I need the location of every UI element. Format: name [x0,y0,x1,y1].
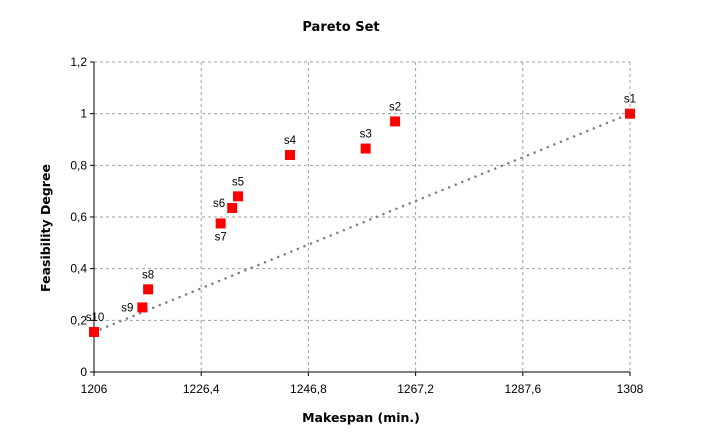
point-s5 [232,191,243,202]
point-label-s9: s9 [121,302,133,314]
point-label-s2: s2 [389,101,401,113]
x-tick-label: 1287,6 [504,382,541,396]
point-label-s4: s4 [284,135,297,147]
point-s3 [360,143,371,154]
point-label-s7: s7 [215,231,227,243]
point-label-s6: s6 [213,198,225,210]
y-axis-title: Feasibility Degree [38,164,53,292]
axes [90,61,631,376]
y-tick-label: 1 [80,107,87,121]
point-s8 [143,284,154,295]
x-tick-label: 1246,8 [290,382,327,396]
x-tick-label: 1267,2 [397,382,434,396]
data-points [89,108,635,337]
y-tick-label: 0,6 [70,210,87,224]
y-tick-labels: 0 0,2 0,4 0,6 0,8 1 1,2 [70,55,87,379]
y-tick-label: 0,8 [70,158,87,172]
trend-line-group [92,112,632,334]
trend-line [92,112,632,334]
y-tick-label: 1,2 [70,55,87,69]
point-label-s3: s3 [360,129,372,141]
point-label-s8: s8 [142,269,154,281]
point-labels: s1 s2 s3 s4 s5 s6 s7 s8 s9 s10 [86,94,636,324]
point-s2 [390,116,401,127]
point-label-s5: s5 [232,176,244,188]
x-tick-label: 1206 [81,382,108,396]
y-tick-label: 0 [80,365,87,379]
y-tick-label: 0,4 [70,262,87,276]
x-axis-title: Makespan (min.) [302,410,420,425]
point-s7 [215,218,226,229]
point-s9 [137,302,148,313]
grid-lines [94,61,631,372]
x-tick-label: 1308 [617,382,644,396]
x-tick-label: 1226,4 [183,382,220,396]
point-s6 [227,202,238,213]
point-label-s1: s1 [624,94,636,106]
point-s1 [625,108,635,119]
point-s10 [89,326,99,337]
point-s4 [285,150,296,160]
chart-title: Pareto Set [302,20,379,35]
y-tick-label: 0,2 [70,313,87,327]
point-label-s10: s10 [86,312,105,324]
x-tick-labels: 1206 1226,4 1246,8 1267,2 1287,6 1308 [81,382,644,396]
